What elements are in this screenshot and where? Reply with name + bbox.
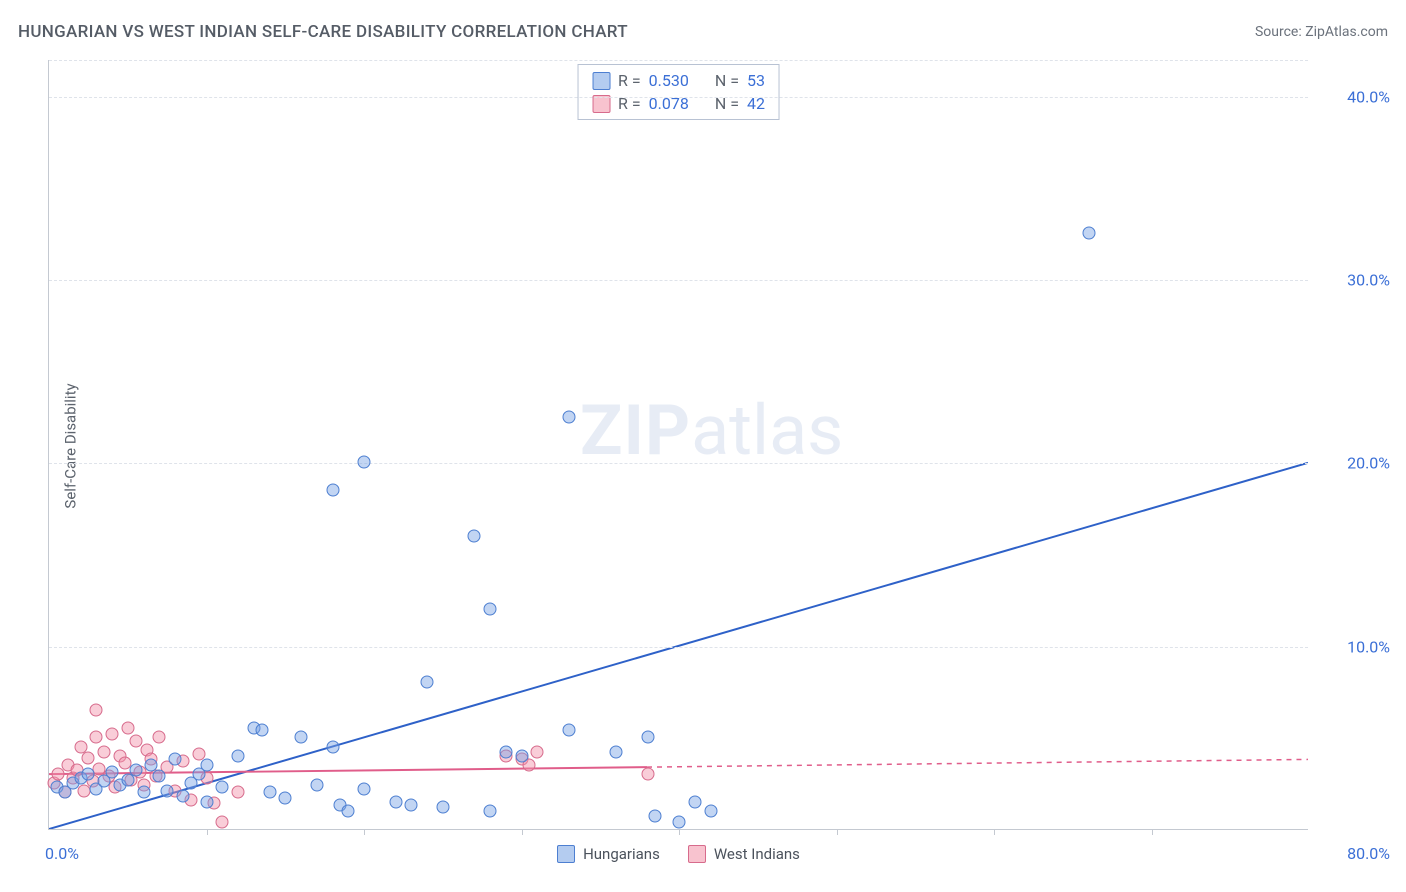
scatter-point [232,786,245,799]
scatter-point [200,795,213,808]
scatter-point [263,786,276,799]
scatter-point [1082,227,1095,240]
stats-row: R = 0.078 N = 42 [588,92,769,115]
scatter-point [129,764,142,777]
stat-key: N = [715,71,739,90]
scatter-point [200,758,213,771]
y-tick-label: 20.0% [1347,454,1390,473]
scatter-point [562,724,575,737]
swatch-icon [688,845,706,863]
scatter-point [436,801,449,814]
scatter-point [531,746,544,759]
scatter-point [704,804,717,817]
scatter-point [562,410,575,423]
y-tick-label: 10.0% [1347,637,1390,656]
scatter-point [90,703,103,716]
chart-title: HUNGARIAN VS WEST INDIAN SELF-CARE DISAB… [18,22,628,42]
scatter-point [98,746,111,759]
scatter-point [255,724,268,737]
scatter-point [153,731,166,744]
scatter-point [673,815,686,828]
stats-row: R = 0.530 N = 53 [588,69,769,92]
scatter-point [484,804,497,817]
scatter-point [515,749,528,762]
scatter-point [129,735,142,748]
scatter-point [649,810,662,823]
swatch-icon [592,72,610,90]
scatter-point [610,746,623,759]
scatter-point [326,483,339,496]
y-tick-label: 40.0% [1347,87,1390,106]
scatter-point [389,795,402,808]
x-tick [207,829,208,835]
x-tick [522,829,523,835]
y-tick-label: 30.0% [1347,271,1390,290]
stats-legend-box: R = 0.530 N = 53 R = 0.078 N = 42 [577,64,780,120]
scatter-point [499,746,512,759]
scatter-point [106,766,119,779]
scatter-point [326,740,339,753]
gridline [49,280,1308,281]
scatter-point [295,731,308,744]
series-legend: Hungarians West Indians [49,845,1308,863]
gridline [49,60,1308,61]
scatter-point [641,768,654,781]
scatter-point [169,753,182,766]
x-tick [994,829,995,835]
gridline [49,97,1308,98]
scatter-point [358,456,371,469]
scatter-point [232,749,245,762]
x-axis-max-label: 80.0% [1347,844,1390,863]
legend-item: Hungarians [557,845,660,863]
scatter-point [358,782,371,795]
x-tick [837,829,838,835]
scatter-point [405,799,418,812]
source-attribution: Source: ZipAtlas.com [1255,24,1388,40]
scatter-point [161,784,174,797]
scatter-point [310,779,323,792]
scatter-point [641,731,654,744]
scatter-point [82,751,95,764]
scatter-point [106,727,119,740]
scatter-point [176,790,189,803]
x-axis-min-label: 0.0% [45,844,79,863]
swatch-icon [557,845,575,863]
legend-label: West Indians [714,845,800,863]
x-tick [364,829,365,835]
scatter-point [137,786,150,799]
scatter-point [216,815,229,828]
gridline [49,647,1308,648]
gridline [49,463,1308,464]
chart-root: HUNGARIAN VS WEST INDIAN SELF-CARE DISAB… [0,0,1406,892]
scatter-point [468,529,481,542]
x-tick [1152,829,1153,835]
scatter-point [279,791,292,804]
scatter-point [216,780,229,793]
legend-label: Hungarians [583,845,660,863]
scatter-point [90,731,103,744]
scatter-point [342,804,355,817]
plot-area: R = 0.530 N = 53 R = 0.078 N = 42 Hungar… [48,60,1308,830]
trend-lines [49,60,1308,829]
stat-value: 53 [747,71,765,90]
legend-item: West Indians [688,845,800,863]
scatter-point [484,603,497,616]
scatter-point [153,769,166,782]
stat-value: 0.530 [649,71,689,90]
stat-key: R = [618,71,641,90]
scatter-point [82,768,95,781]
x-tick [679,829,680,835]
scatter-point [121,722,134,735]
scatter-point [421,676,434,689]
scatter-point [688,795,701,808]
